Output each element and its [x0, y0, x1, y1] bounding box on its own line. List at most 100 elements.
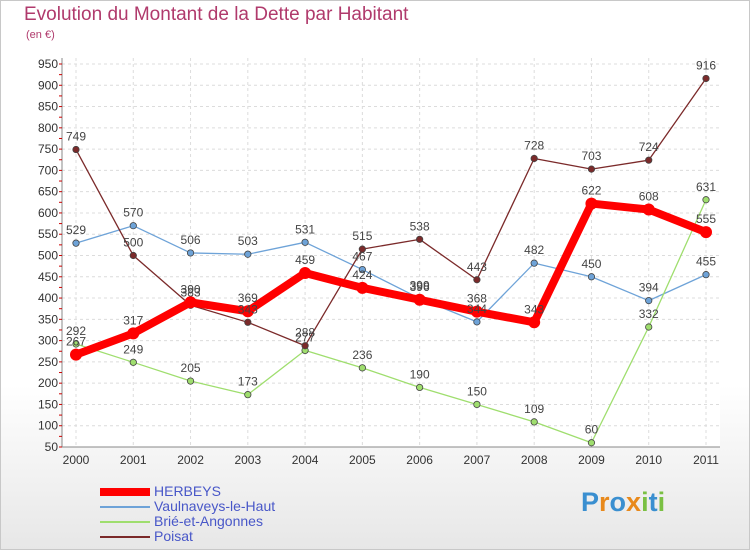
plot-area [62, 58, 720, 447]
x-tick-label: 2010 [635, 453, 662, 467]
data-point [72, 145, 80, 154]
data-label: 531 [295, 222, 315, 236]
y-tick-label: 400 [38, 291, 58, 305]
data-label: 459 [295, 253, 315, 267]
data-point [244, 250, 252, 258]
data-label: 369 [238, 291, 258, 305]
data-label: 450 [581, 257, 601, 271]
data-point [186, 249, 195, 257]
y-tick-label: 900 [38, 78, 58, 92]
data-label: 317 [123, 313, 143, 327]
data-point [72, 239, 80, 247]
chart-subtitle: (en €) [26, 29, 55, 41]
legend-label: Vaulnaveys-le-Haut [154, 498, 276, 514]
data-label: 343 [238, 302, 258, 316]
data-point [587, 439, 596, 447]
data-label: 503 [238, 234, 258, 248]
data-label: 622 [581, 184, 601, 198]
x-tick-label: 2003 [234, 453, 261, 467]
data-point [645, 323, 653, 331]
x-tick-label: 2002 [177, 453, 204, 467]
y-tick-label: 650 [38, 185, 58, 199]
data-label: 109 [524, 402, 544, 416]
logo-letter: r [599, 487, 610, 517]
data-label: 277 [295, 330, 315, 344]
x-tick-label: 2005 [349, 453, 376, 467]
x-tick-label: 2008 [521, 453, 548, 467]
data-label: 455 [696, 255, 716, 269]
data-label: 394 [639, 281, 659, 295]
data-point [528, 316, 541, 329]
data-point [702, 271, 710, 279]
data-point [642, 203, 655, 216]
logo-letter: o [609, 487, 627, 517]
logo-letter: x [626, 487, 642, 517]
data-label: 424 [352, 268, 372, 282]
data-label: 538 [410, 219, 430, 233]
legend-swatch [100, 506, 150, 508]
x-tick-label: 2011 [693, 453, 719, 467]
data-point [530, 154, 538, 163]
data-point [645, 156, 653, 164]
y-tick-label: 150 [38, 397, 58, 411]
data-label: 190 [410, 367, 430, 381]
data-point [416, 383, 424, 392]
data-label: 344 [467, 302, 487, 316]
data-point [70, 348, 82, 361]
data-label: 500 [123, 236, 143, 250]
data-label: 570 [123, 206, 143, 220]
data-label: 390 [181, 282, 201, 296]
x-tick-label: 2009 [578, 453, 605, 467]
data-point [241, 305, 254, 318]
data-label: 396 [410, 280, 430, 294]
data-point [587, 273, 596, 281]
series-line [75, 77, 707, 347]
data-point [184, 296, 197, 309]
logo-letter: i [641, 487, 649, 517]
data-point [702, 196, 710, 204]
y-tick-label: 950 [38, 57, 58, 71]
y-tick-label: 850 [38, 100, 58, 114]
y-tick-label: 800 [38, 121, 58, 135]
series-line [75, 199, 707, 444]
data-point [530, 418, 538, 426]
data-label: 60 [585, 423, 599, 437]
data-label: 368 [467, 292, 487, 306]
data-label: 482 [524, 243, 544, 257]
y-tick-label: 300 [38, 334, 58, 348]
data-point [585, 197, 598, 210]
data-point [301, 342, 309, 350]
data-label: 173 [238, 375, 258, 389]
data-point [530, 259, 538, 267]
data-label: 205 [181, 361, 201, 375]
data-label: 555 [696, 212, 716, 226]
data-point [358, 364, 366, 372]
series-line [75, 225, 707, 323]
proxiti-logo: Proxiti [581, 487, 665, 518]
legend-swatch [100, 536, 150, 538]
data-label: 724 [639, 140, 659, 154]
data-point [129, 358, 137, 366]
y-tick-label: 550 [38, 227, 58, 241]
data-label: 506 [181, 233, 201, 247]
legend-label: HERBEYS [154, 483, 221, 499]
y-tick-label: 250 [38, 355, 58, 369]
data-label: 529 [66, 223, 86, 237]
data-point [72, 340, 80, 348]
data-point [587, 165, 596, 173]
y-tick-label: 200 [38, 376, 58, 390]
data-point [186, 377, 195, 385]
data-point [129, 251, 137, 260]
series-bri-et-angonnes [72, 196, 710, 447]
y-tick-label: 700 [38, 163, 58, 177]
data-point [473, 318, 481, 326]
data-point [416, 235, 424, 243]
data-label: 728 [524, 138, 544, 152]
y-tick-label: 350 [38, 312, 58, 326]
data-label: 236 [352, 348, 372, 362]
data-point [301, 238, 309, 246]
data-point [645, 297, 653, 305]
data-label: 631 [696, 180, 716, 194]
logo-letter: t [648, 487, 658, 517]
